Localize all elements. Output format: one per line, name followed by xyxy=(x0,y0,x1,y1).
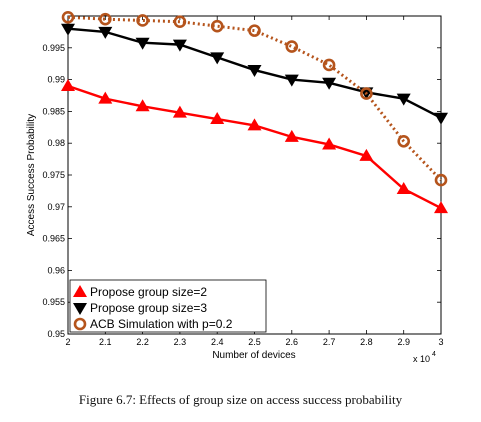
data-point xyxy=(99,12,112,26)
x-tick-label: 3 xyxy=(438,337,443,347)
y-tick-label: 0.99 xyxy=(47,75,65,85)
data-point xyxy=(61,23,75,36)
x-tick-label: 2.6 xyxy=(286,337,299,347)
series-group xyxy=(61,10,448,214)
y-axis: 0.95 0.955 0.96 0.965 0.97 0.975 0.98 0.985 0.99… xyxy=(42,43,441,339)
data-point xyxy=(360,87,373,100)
x-tick-label: 2.8 xyxy=(360,337,373,347)
y-tick-label: 0.985 xyxy=(42,106,65,116)
x-tick-label: 2.3 xyxy=(174,337,187,347)
legend-marker xyxy=(73,317,87,331)
y-tick-label: 0.96 xyxy=(47,265,65,275)
y-tick-label: 0.965 xyxy=(42,234,65,244)
legend-marker xyxy=(73,285,87,297)
data-point xyxy=(284,129,299,142)
x-tick-label: 2 xyxy=(65,337,70,347)
y-tick-label: 0.98 xyxy=(47,138,65,148)
data-point xyxy=(396,93,411,106)
series-1 xyxy=(61,78,448,214)
data-point xyxy=(248,24,261,37)
x-tick-label: 2.1 xyxy=(99,337,112,347)
data-point xyxy=(359,148,374,161)
x-multiplier-exponent: 4 xyxy=(432,351,436,358)
data-point xyxy=(434,201,448,214)
x-axis-label: Number of devices xyxy=(212,350,295,361)
data-point xyxy=(434,173,448,187)
x-tick-label: 2.2 xyxy=(136,337,149,347)
data-point xyxy=(136,14,149,27)
y-tick-label: 0.97 xyxy=(47,202,65,212)
data-point xyxy=(322,137,337,150)
data-point xyxy=(98,91,113,104)
figure-caption: Figure 6.7: Effects of group size on acc… xyxy=(78,392,403,407)
data-point xyxy=(322,58,336,72)
x-tick-label: 2.5 xyxy=(248,337,261,347)
data-point xyxy=(61,10,75,24)
series-line xyxy=(67,15,443,182)
data-point xyxy=(284,74,299,87)
y-tick-label: 0.995 xyxy=(42,43,65,53)
data-point xyxy=(285,40,299,53)
x-tick-label: 2.4 xyxy=(211,337,224,347)
data-point xyxy=(247,118,262,131)
data-point xyxy=(210,19,224,33)
x-tick-label: 2.7 xyxy=(323,337,336,347)
data-point xyxy=(135,99,150,112)
x-multiplier-label: x 10 xyxy=(413,354,430,364)
legend: Propose group size=2 Propose group size=3… xyxy=(69,279,267,333)
data-point xyxy=(210,52,225,65)
data-point xyxy=(61,78,75,91)
data-point xyxy=(210,112,225,125)
y-tick-label: 0.955 xyxy=(42,297,65,307)
data-point xyxy=(397,134,411,148)
chart: 0.95 0.955 0.96 0.965 0.97 0.975 0.98 0.985 0.99… xyxy=(26,10,448,364)
legend-entry: Propose group size=2 xyxy=(90,285,207,299)
legend-marker xyxy=(73,303,87,315)
series-3 xyxy=(61,10,448,187)
x-tick-label: 2.9 xyxy=(397,337,410,347)
data-point xyxy=(247,65,262,78)
y-tick-label: 0.975 xyxy=(42,170,65,180)
legend-entry: Propose group size=3 xyxy=(90,301,207,315)
data-point xyxy=(434,112,448,125)
legend-box xyxy=(69,279,267,333)
data-point xyxy=(172,39,187,52)
data-point xyxy=(98,26,113,39)
y-axis-label: Access Success Probability xyxy=(26,114,37,236)
data-point xyxy=(173,15,187,29)
y-tick-label: 0.95 xyxy=(47,329,65,339)
legend-entry: ACB Simulation with p=0.2 xyxy=(90,317,233,331)
data-point xyxy=(172,105,187,118)
data-point xyxy=(135,37,150,50)
data-point xyxy=(396,181,411,194)
data-point xyxy=(322,77,337,90)
